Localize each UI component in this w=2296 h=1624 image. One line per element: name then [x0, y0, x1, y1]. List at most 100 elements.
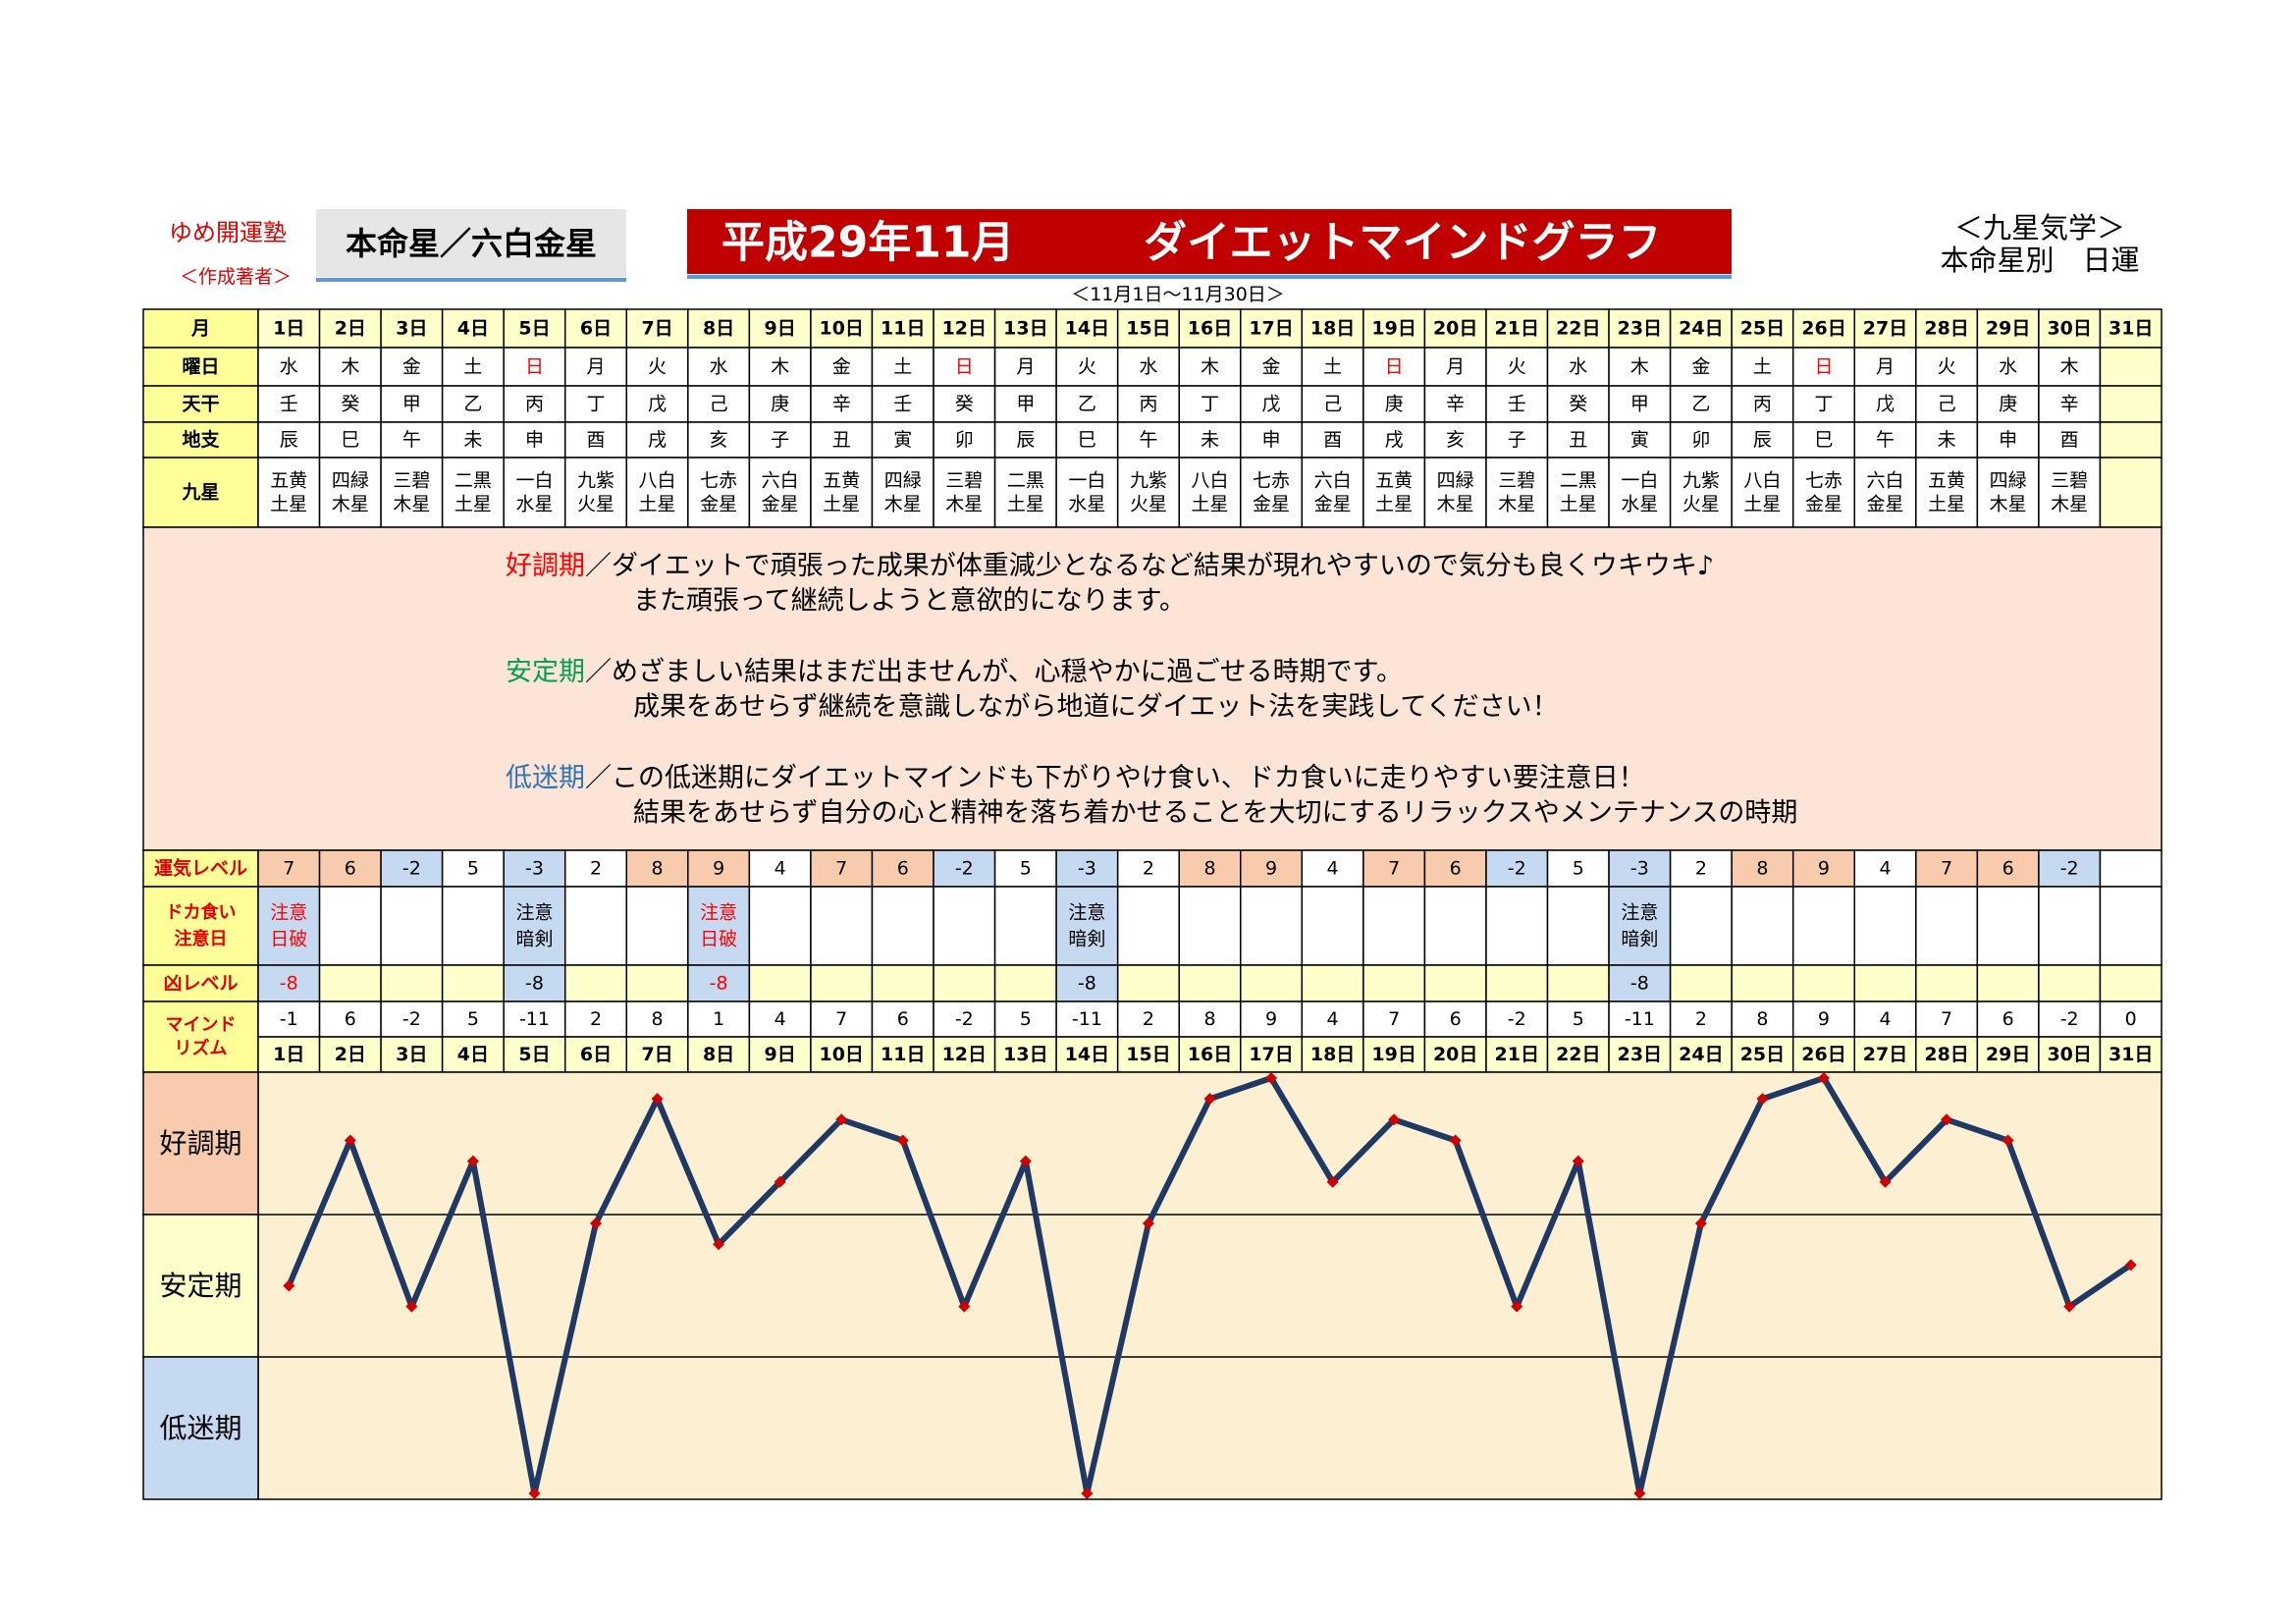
table-cell: [993, 849, 1057, 888]
table-cell: [1485, 347, 1549, 387]
cell-text: 土星: [454, 493, 492, 514]
cell-text: 30日: [2047, 318, 2091, 340]
cell-text: 27日: [1863, 318, 1907, 340]
table-cell: [1055, 964, 1119, 1002]
data-point: [528, 1488, 541, 1499]
data-point: [1511, 1300, 1523, 1313]
table-cell: [318, 849, 382, 888]
cell-text: 辰: [1753, 429, 1772, 451]
table-cell: [318, 886, 382, 966]
cell-text: 九紫: [1682, 470, 1720, 492]
cell-text: 九紫: [577, 470, 614, 492]
data-label: 2: [1143, 1008, 1154, 1030]
cell-text: 注意: [270, 902, 307, 924]
table-cell: [993, 964, 1057, 1002]
cell-text: 14日: [1065, 1044, 1109, 1065]
cell-text: 10日: [819, 1044, 863, 1065]
cell-text: 19日: [1371, 318, 1415, 340]
cell-text: 丁: [1201, 394, 1219, 415]
table-cell: [142, 347, 259, 387]
cell-text: 19日: [1371, 1044, 1415, 1065]
cell-text: 水: [1139, 356, 1157, 378]
table-cell: [1240, 457, 1304, 528]
cell-text: 3日: [396, 318, 427, 340]
cell-text: 申: [525, 429, 544, 451]
table-cell: [1791, 1001, 1856, 1038]
table-cell: [625, 385, 689, 423]
title: ダイエットマインドグラフ: [1144, 218, 1662, 268]
data-label: 6: [897, 1008, 909, 1030]
cell-text: 四緑: [1990, 470, 2027, 492]
cell-text: 木: [1201, 356, 1219, 378]
cell-text: 1日: [273, 1044, 304, 1065]
cell-text: 木星: [945, 493, 983, 514]
cell-text: 11日: [881, 318, 925, 340]
cell-text: 火: [1508, 356, 1526, 378]
cell-text: 丑: [832, 429, 851, 451]
cell-text: 一白: [1621, 470, 1658, 492]
table-cell: [441, 457, 505, 528]
cell-text: 8: [1756, 858, 1768, 880]
cell-text: 暗剣: [515, 928, 553, 949]
table-cell: [871, 964, 934, 1002]
data-label: -11: [1625, 1008, 1655, 1030]
cell-text: 乙: [1078, 394, 1096, 415]
cell-text: 月: [1876, 356, 1895, 378]
table-cell: [1485, 886, 1549, 966]
table-cell: [380, 964, 444, 1002]
cell-text: 三碧: [393, 470, 430, 492]
table-cell: [503, 1036, 566, 1073]
data-label: -11: [1072, 1008, 1102, 1030]
data-point: [405, 1300, 418, 1313]
cell-text: 辛: [1446, 394, 1465, 415]
table-cell: [142, 849, 259, 888]
cell-text: 27日: [1863, 1044, 1907, 1065]
table-cell: [2038, 964, 2102, 1002]
description-label: 低迷期: [506, 763, 585, 793]
band-label: 好調期: [159, 1127, 241, 1160]
cell-text: 巳: [1078, 429, 1096, 451]
table-cell: [1546, 886, 1610, 966]
table-cell: [1362, 308, 1426, 349]
table-cell: [1976, 421, 2040, 459]
cell-text: 28日: [1924, 1044, 1968, 1065]
cell-text: 2日: [335, 318, 366, 340]
cell-text: 丁: [587, 394, 606, 415]
data-point: [1756, 1093, 1769, 1106]
cell-text: 14日: [1065, 318, 1109, 340]
table-cell: [563, 849, 628, 888]
table-cell: [810, 385, 874, 423]
data-point: [651, 1093, 664, 1106]
cell-text: 12日: [942, 1044, 987, 1065]
cell-text: 5: [467, 858, 479, 880]
cell-text: -8: [280, 973, 298, 995]
table-cell: [1608, 886, 1672, 966]
data-label: 6: [1450, 1008, 1462, 1030]
cell-text: 9: [713, 858, 724, 880]
cell-text: 土星: [1560, 493, 1597, 514]
table-cell: [257, 886, 321, 966]
table-cell: [142, 1071, 259, 1216]
table-cell: [142, 964, 259, 1002]
cell-text: 8: [1203, 858, 1215, 880]
cell-text: 凶レベル: [163, 973, 238, 995]
table-cell: [2038, 886, 2102, 966]
cell-text: 申: [1262, 429, 1281, 451]
table-cell: [563, 1001, 628, 1038]
cell-text: 4日: [457, 1044, 489, 1065]
table-cell: [2099, 1036, 2163, 1073]
cell-text: 7: [283, 858, 294, 880]
cell-text: 11日: [881, 1044, 925, 1065]
cell-text: 日: [1814, 356, 1833, 378]
table-cell: [1853, 457, 1917, 528]
cell-text: 12日: [942, 318, 987, 340]
data-label: 7: [1388, 1008, 1400, 1030]
cell-text: 日破: [270, 928, 307, 949]
data-label: 7: [835, 1008, 847, 1030]
table-cell: [1669, 964, 1733, 1002]
cell-text: 月: [587, 356, 606, 378]
cell-text: 火星: [1130, 493, 1167, 514]
cell-text: 五黄: [1928, 470, 1965, 492]
cell-text: 五黄: [1375, 470, 1413, 492]
